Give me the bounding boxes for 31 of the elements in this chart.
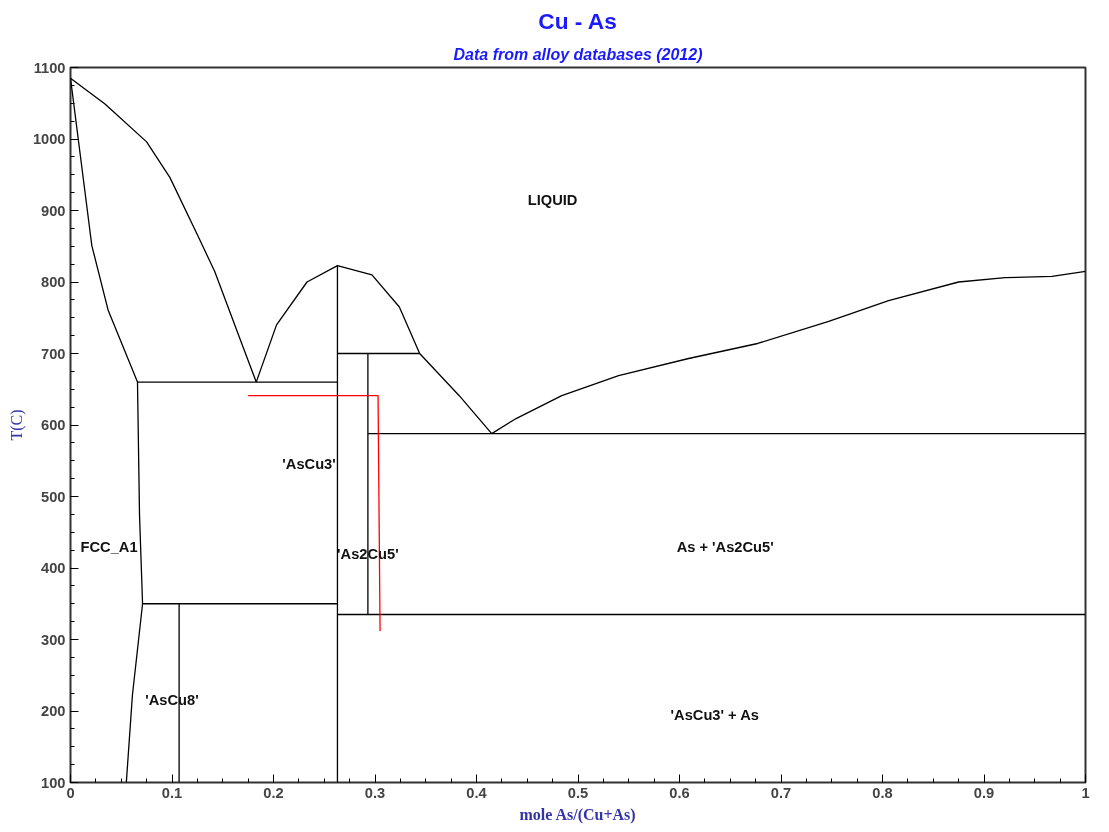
y-tick-label: 400 <box>41 560 66 576</box>
annotation: LIQUID <box>527 191 578 208</box>
y-tick-label: 600 <box>41 417 66 433</box>
x-tick-label: 0 <box>66 784 75 801</box>
annotation: FCC_A1 <box>80 538 138 555</box>
x-tick-label: 0.9 <box>973 784 995 801</box>
y-tick-label: 800 <box>41 274 66 290</box>
y-tick-label: 900 <box>41 202 66 219</box>
x-tick-label: 0.4 <box>466 784 488 801</box>
y-tick-label: 700 <box>41 345 66 362</box>
y-tick-label: 500 <box>41 488 66 505</box>
annotation: 'AsCu3' <box>282 456 336 473</box>
x-axis-title: mole As/(Cu+As) <box>519 805 636 824</box>
x-tick-label: 0.5 <box>567 784 589 801</box>
y-axis-title: T(C) <box>7 409 26 441</box>
x-tick-label: 0.8 <box>872 784 893 801</box>
annotation: As + 'As2Cu5' <box>676 538 774 555</box>
chart-title: Cu - As <box>538 7 617 34</box>
x-tick-label: 1 <box>1081 784 1090 801</box>
x-tick-label: 0.2 <box>263 784 284 801</box>
y-tick-label: 200 <box>41 703 66 719</box>
chart-subtitle: Data from alloy databases (2012) <box>453 45 703 63</box>
y-tick-label: 1100 <box>33 59 66 76</box>
y-tick-label: 300 <box>41 631 66 648</box>
x-tick-label: 0.6 <box>669 784 690 801</box>
y-tick-label: 100 <box>41 774 66 791</box>
x-tick-label: 0.7 <box>770 784 792 801</box>
x-tick-label: 0.1 <box>161 784 183 801</box>
x-tick-label: 0.3 <box>364 784 386 801</box>
annotation: 'AsCu3' + As <box>670 706 759 723</box>
y-tick-label: 1000 <box>32 131 66 147</box>
